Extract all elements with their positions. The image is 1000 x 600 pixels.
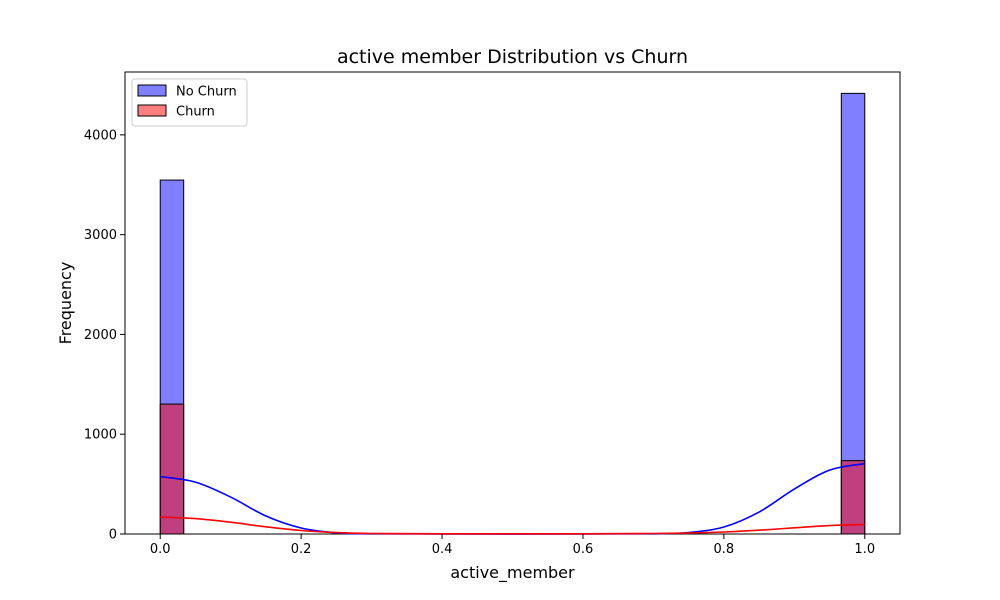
kde-curve-churn: [160, 516, 865, 535]
plot-area: [124, 71, 901, 535]
y-axis-label: Frequency: [56, 262, 75, 345]
y-tick-label-1: 1000: [84, 428, 117, 443]
y-tick-label-2: 2000: [84, 328, 117, 343]
kde-curve-no-churn: [160, 462, 865, 535]
y-axis-ticks: 0 1000 2000 3000 4000: [84, 128, 125, 543]
legend-label-no-churn: No Churn: [176, 85, 237, 100]
legend-label-churn: Churn: [176, 105, 215, 120]
x-tick-label-2: 0.4: [432, 542, 453, 557]
chart-title: active member Distribution vs Churn: [337, 46, 688, 68]
histogram-bar-churn-1: [840, 460, 866, 535]
y-tick-label-0: 0: [109, 528, 117, 543]
legend-swatch-no-churn: [137, 84, 167, 97]
x-axis-ticks: 0.0 0.2 0.4 0.6 0.8 1.0: [150, 534, 875, 557]
y-tick-label-4: 4000: [84, 128, 117, 143]
y-tick-label-3: 3000: [84, 228, 117, 243]
legend: No Churn Churn: [131, 78, 248, 127]
x-axis-label: active_member: [450, 563, 575, 583]
x-tick-label-1: 0.2: [291, 542, 312, 557]
x-tick-label-3: 0.6: [573, 542, 594, 557]
bars-layer: [159, 92, 866, 535]
x-tick-label-4: 0.8: [714, 542, 735, 557]
kde-layer: [160, 462, 865, 535]
x-tick-label-0: 0.0: [150, 542, 171, 557]
x-tick-label-5: 1.0: [854, 542, 875, 557]
legend-swatch-churn: [137, 104, 167, 117]
histogram-bar-churn-0: [159, 403, 185, 535]
axes-frame: [124, 71, 901, 535]
